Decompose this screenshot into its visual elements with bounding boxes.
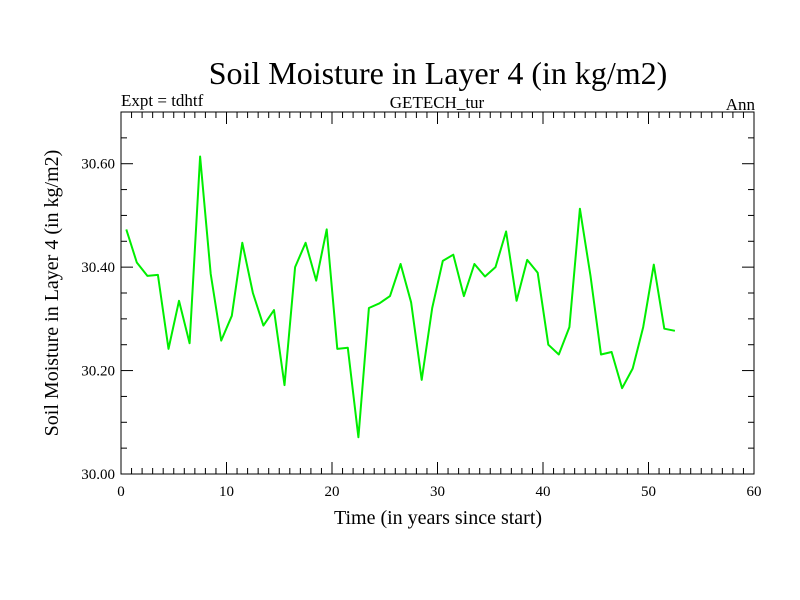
data-point [305,242,307,244]
data-point [241,242,243,244]
y-tick-label: 30.60 [81,157,115,173]
dataset-label: GETECH_tur [390,93,485,112]
data-point [621,387,623,389]
data-point [220,340,222,342]
y-tick-labels: 30.00 30.20 30.40 30.60 [81,157,115,483]
x-tick-label: 0 [117,484,125,500]
data-point [558,354,560,356]
data-point [136,261,138,263]
period-label: Ann [726,95,756,114]
data-point [157,274,159,276]
data-point [600,354,602,356]
data-point [294,266,296,268]
data-point [568,326,570,328]
data-point [368,307,370,309]
data-point [231,315,233,317]
data-point [537,272,539,274]
data-point [284,384,286,386]
data-point [252,292,254,294]
data-point [442,260,444,262]
data-point [653,264,655,266]
data-point [484,275,486,277]
data-point [178,300,180,302]
data-point [421,379,423,381]
data-point [611,351,613,353]
data-point [146,275,148,277]
data-point [400,263,402,265]
data-point [262,325,264,327]
data-point [463,295,465,297]
data-point [210,273,212,275]
data-point [579,208,581,210]
data-point [632,368,634,370]
data-point [389,295,391,297]
x-tick-label: 50 [641,484,656,500]
experiment-label: Expt = tdhtf [121,91,204,110]
data-point [663,328,665,330]
data-point [273,309,275,311]
x-tick-label: 30 [430,484,445,500]
data-point [452,254,454,256]
x-tick-label: 60 [747,484,762,500]
data-point [547,344,549,346]
data-point [589,275,591,277]
y-tick-label: 30.40 [81,260,115,276]
data-point [431,307,433,309]
data-point [326,228,328,230]
data-point [347,347,349,349]
data-point [167,348,169,350]
x-tick-labels: 0 10 20 30 40 50 60 [117,484,761,500]
x-axis-title: Time (in years since start) [334,507,542,529]
chart-title: Soil Moisture in Layer 4 (in kg/m2) [209,55,668,91]
data-point [526,259,528,261]
x-tick-label: 10 [219,484,234,500]
data-point [357,436,359,438]
data-point [516,300,518,302]
axis-ticks [120,111,755,475]
data-point [674,330,676,332]
data-point [505,230,507,232]
data-point [495,266,497,268]
data-point [336,348,338,350]
data-point [315,280,317,282]
data-point [473,263,475,265]
data-point [642,326,644,328]
y-axis-title: Soil Moisture in Layer 4 (in kg/m2) [41,150,63,437]
y-tick-label: 30.00 [81,467,115,483]
data-point [410,301,412,303]
y-tick-label: 30.20 [81,364,115,380]
soil-moisture-line [125,155,676,439]
data-point [189,342,191,344]
x-tick-label: 20 [325,484,340,500]
data-point [378,302,380,304]
data-point [199,155,201,157]
data-point [125,228,127,230]
x-tick-label: 40 [536,484,551,500]
